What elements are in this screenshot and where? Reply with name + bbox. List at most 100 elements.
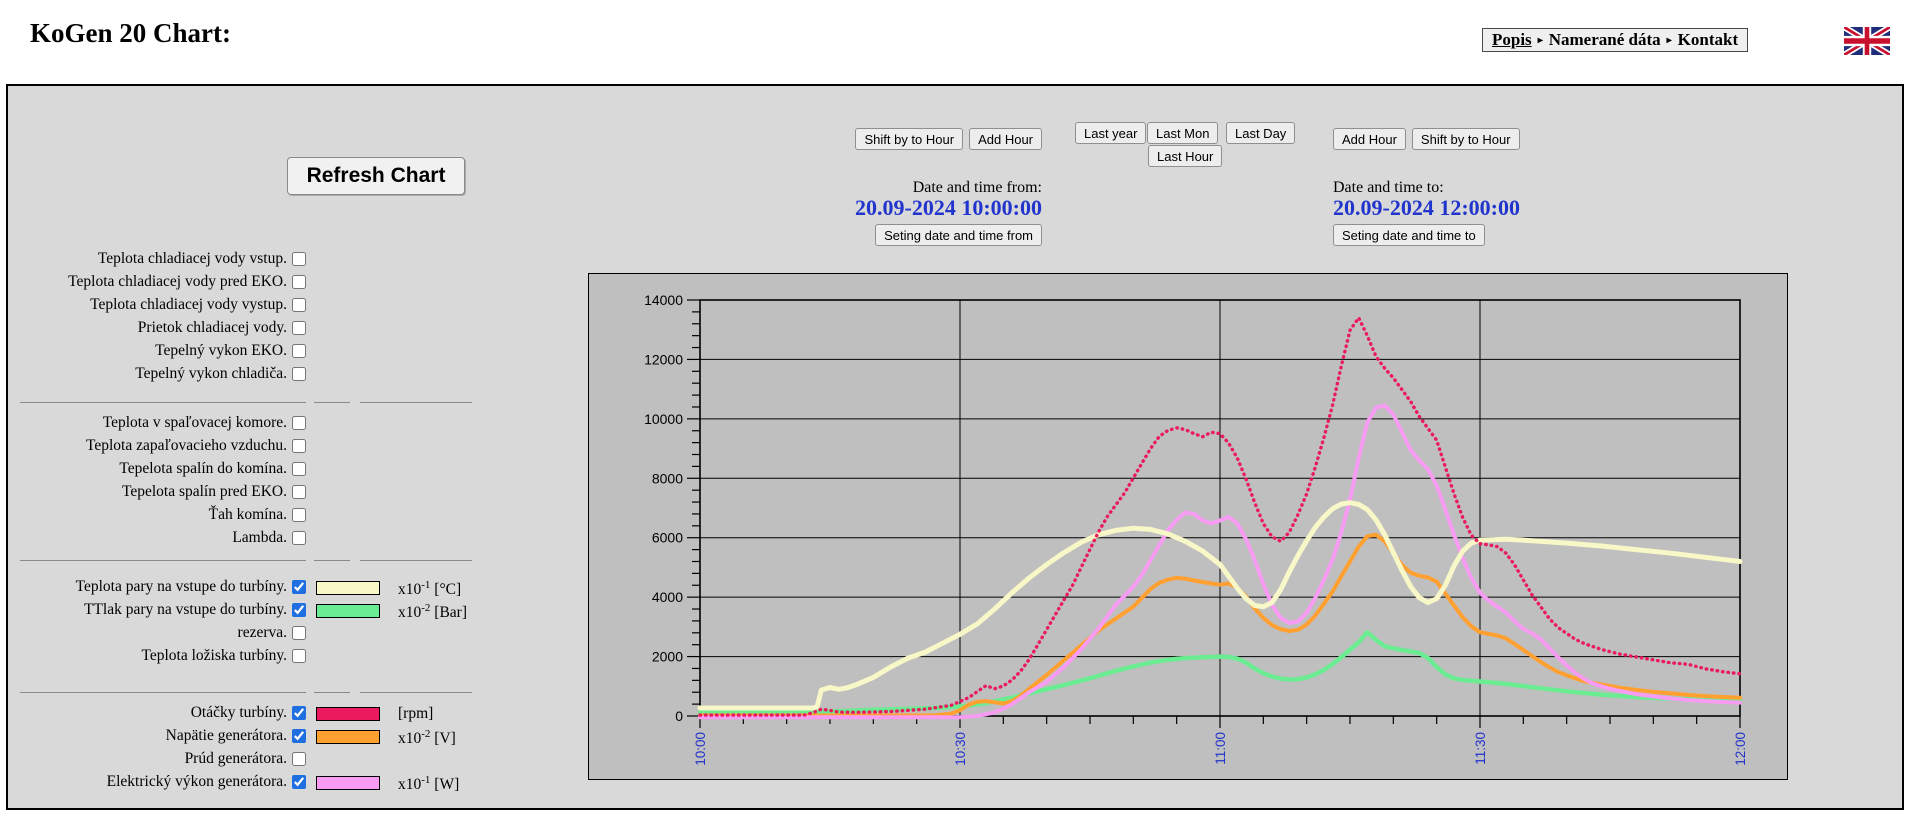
- legend-label: Elektrický výkon generátora.: [106, 773, 287, 790]
- legend-row: Tepelota spalín pred EKO.: [18, 483, 488, 505]
- nav-menu: Popis ▸ Namerané dáta ▸ Kontakt: [1482, 28, 1749, 52]
- chart: 0 2000 4000 6000 8000 10000 12000 14000 10:00 10:…: [644, 292, 1748, 766]
- series-checkbox[interactable]: [292, 344, 306, 358]
- legend-label: Napätie generátora.: [165, 727, 287, 744]
- uk-flag-icon[interactable]: [1842, 24, 1892, 58]
- series-line: [697, 629, 1743, 715]
- legend-label: Teplota v spaľovacej komore.: [102, 414, 287, 431]
- series-checkbox[interactable]: [292, 626, 306, 640]
- svg-text:12:00: 12:00: [1733, 732, 1748, 766]
- legend-label: Otáčky turbíny.: [190, 704, 287, 721]
- group-divider: [20, 560, 306, 561]
- legend-row: Elektrický výkon generátora. x10-1 [W]: [18, 773, 488, 795]
- legend-label: Tepelota spalín do komína.: [119, 460, 287, 477]
- legend-row: Lambda.: [18, 529, 488, 551]
- series-checkbox[interactable]: [292, 321, 306, 335]
- arrow-right-icon: ▸: [1666, 34, 1672, 46]
- legend-row: Napätie generátora. x10-2 [V]: [18, 727, 488, 749]
- last-hour-button[interactable]: Last Hour: [1148, 145, 1223, 167]
- group-divider: [360, 692, 472, 693]
- last-year-button[interactable]: Last year: [1075, 122, 1147, 144]
- set-from-row: Seting date and time from: [548, 224, 1042, 246]
- add-hour-to-button[interactable]: Add Hour: [1333, 128, 1406, 150]
- main-panel: Refresh Chart Shift by to Hour Add Hour D…: [6, 84, 1904, 810]
- legend-label: Teplota chladiacej vody vstup.: [97, 250, 287, 267]
- svg-text:12000: 12000: [644, 351, 683, 367]
- series-checkbox[interactable]: [292, 580, 306, 594]
- setting-date-from-button[interactable]: Seting date and time from: [875, 224, 1042, 246]
- series-color-swatch: [316, 707, 380, 721]
- legend-label: Tepelný vykon chladiča.: [135, 365, 287, 382]
- series-checkbox[interactable]: [292, 275, 306, 289]
- svg-text:11:30: 11:30: [1473, 732, 1488, 765]
- date-from-label: Date and time from:: [912, 179, 1042, 196]
- series-checkbox[interactable]: [292, 485, 306, 499]
- legend-label: rezerva.: [237, 624, 287, 641]
- legend-label: Ťah komína.: [208, 506, 287, 523]
- series-unit-label: [rpm]: [398, 705, 434, 722]
- series-checkbox[interactable]: [292, 252, 306, 266]
- series-checkbox[interactable]: [292, 706, 306, 720]
- series-checkbox[interactable]: [292, 508, 306, 522]
- series-unit-label: x10-1 [°C]: [398, 579, 462, 599]
- nav-item-namerane-data[interactable]: Namerané dáta: [1548, 30, 1661, 49]
- svg-text:8000: 8000: [652, 470, 683, 486]
- series-unit-label: x10-2 [V]: [398, 728, 456, 748]
- series-checkbox[interactable]: [292, 775, 306, 789]
- refresh-chart-button[interactable]: Refresh Chart: [287, 157, 465, 195]
- series-checkbox[interactable]: [292, 439, 306, 453]
- group-divider: [20, 692, 306, 693]
- legend-label: Teplota ložiska turbíny.: [141, 647, 287, 664]
- series-checkbox[interactable]: [292, 649, 306, 663]
- legend-row: Prietok chladiacej vody.: [18, 319, 488, 341]
- series-line: [698, 403, 1742, 720]
- legend-label: Tepelota spalín pred EKO.: [121, 483, 287, 500]
- series-line: [698, 532, 1742, 718]
- legend-row: Prúd generátora.: [18, 750, 488, 772]
- series-checkbox[interactable]: [292, 603, 306, 617]
- legend-row: Teplota chladiacej vody vstup.: [18, 250, 488, 272]
- arrow-right-icon: ▸: [1537, 34, 1543, 46]
- series-checkbox[interactable]: [292, 462, 306, 476]
- legend-row: Teplota chladiacej vody pred EKO.: [18, 273, 488, 295]
- series-checkbox[interactable]: [292, 367, 306, 381]
- last-mon-button[interactable]: Last Mon: [1147, 122, 1219, 144]
- legend-label: Teplota zapaľovacieho vzduchu.: [85, 437, 287, 454]
- from-buttons-row: Shift by to Hour Add Hour: [548, 128, 1042, 150]
- series-checkbox[interactable]: [292, 752, 306, 766]
- to-buttons-row: Add Hour Shift by to Hour: [1333, 128, 1763, 150]
- page-title: KoGen 20 Chart:: [30, 18, 231, 48]
- group-divider: [360, 402, 472, 403]
- series-checkbox[interactable]: [292, 416, 306, 430]
- legend-row: Ťah komína.: [18, 506, 488, 528]
- date-to-value: 20.09-2024 12:00:00: [1333, 195, 1520, 220]
- svg-text:6000: 6000: [652, 530, 683, 546]
- setting-date-to-button[interactable]: Seting date and time to: [1333, 224, 1485, 246]
- svg-text:10000: 10000: [644, 411, 683, 427]
- group-divider: [314, 402, 350, 403]
- svg-text:10:30: 10:30: [953, 732, 968, 766]
- shift-by-to-hour-to-button[interactable]: Shift by to Hour: [1411, 128, 1520, 150]
- last-day-button[interactable]: Last Day: [1226, 122, 1296, 144]
- legend-row: TTlak pary na vstupe do turbíny. x10-2 [B…: [18, 601, 488, 623]
- series-checkbox[interactable]: [292, 531, 306, 545]
- set-to-row: Seting date and time to: [1333, 224, 1763, 246]
- series-color-swatch: [316, 604, 380, 618]
- nav-item-kontakt[interactable]: Kontakt: [1677, 30, 1739, 49]
- group-divider: [314, 692, 350, 693]
- series-checkbox[interactable]: [292, 729, 306, 743]
- legend-row: Teplota v spaľovacej komore.: [18, 414, 488, 436]
- svg-text:10:00: 10:00: [693, 732, 708, 766]
- legend-row: Tepelný vykon chladiča.: [18, 365, 488, 387]
- shift-by-to-hour-from-button[interactable]: Shift by to Hour: [855, 128, 964, 150]
- group-divider: [360, 560, 472, 561]
- date-to-label: Date and time to:: [1333, 179, 1444, 196]
- series-checkbox[interactable]: [292, 298, 306, 312]
- legend-row: Otáčky turbíny. [rpm]: [18, 704, 488, 726]
- add-hour-from-button[interactable]: Add Hour: [969, 128, 1042, 150]
- svg-text:11:00: 11:00: [1213, 732, 1228, 765]
- legend-label: Teplota pary na vstupe do turbíny.: [75, 578, 287, 595]
- series-color-swatch: [316, 776, 380, 790]
- legend-label: Teplota chladiacej vody vystup.: [90, 296, 287, 313]
- nav-item-popis[interactable]: Popis: [1492, 30, 1532, 49]
